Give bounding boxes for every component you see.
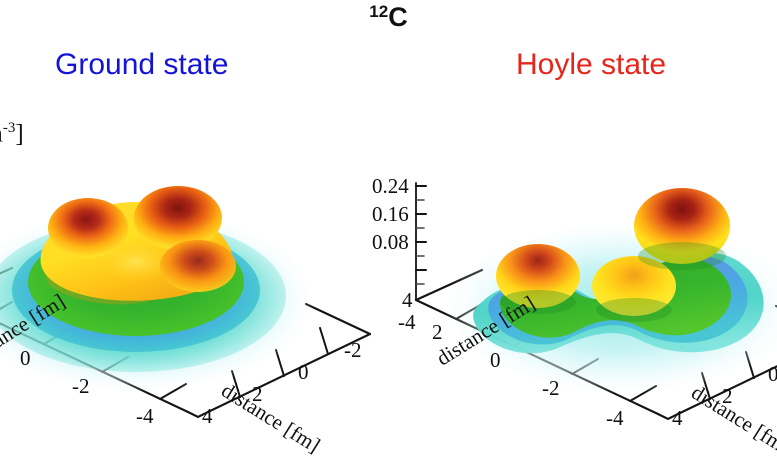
z-tick-024: 0.24 [372, 174, 409, 198]
element-symbol: C [388, 2, 408, 32]
page-title: 12C [0, 2, 777, 33]
ground-right-tick-m2: -2 [344, 338, 362, 362]
hoyle-state-plot: 0.24 0.16 0.08 4 -4 2 0 -2 -4 4 2 0 dist… [372, 150, 777, 459]
density-axis-label-text: y [fm [0, 120, 3, 147]
hoyle-right-tick-2: 2 [722, 384, 733, 408]
hoyle-left-tick-m4a: -4 [398, 310, 416, 334]
ground-state-plot: 2 0 -2 -4 4 2 0 -2 distance [fm] distanc… [0, 150, 410, 457]
hoyle-state-density-surface [444, 188, 777, 394]
hoyle-state-title: Hoyle state [516, 48, 667, 81]
ground-left-tick-m2: -2 [72, 374, 90, 398]
hoyle-z-axis [415, 182, 427, 301]
density-axis-label-tail: ] [15, 120, 24, 148]
density-axis-exponent: -3 [2, 120, 16, 136]
hoyle-left-tick-m4: -4 [606, 406, 624, 430]
hoyle-left-tick-0: 0 [490, 348, 501, 372]
hoyle-left-tick-2: 2 [432, 320, 443, 344]
hoyle-right-tick-4: 4 [672, 406, 683, 430]
z-tick-008: 0.08 [372, 230, 409, 254]
ground-left-tick-0: 0 [20, 346, 31, 370]
hoyle-right-tick-0: 0 [768, 362, 777, 386]
ground-state-title: Ground state [55, 48, 229, 81]
z-base-tick-4: 4 [402, 288, 413, 312]
ground-right-tick-0: 0 [298, 360, 309, 384]
ground-right-tick-4: 4 [202, 404, 213, 428]
ground-left-tick-m4: -4 [136, 404, 154, 428]
hoyle-left-tick-m2: -2 [542, 376, 560, 400]
z-tick-016: 0.16 [372, 202, 409, 226]
mass-number: 12 [369, 2, 389, 21]
ground-right-tick-2: 2 [252, 382, 263, 406]
density-axis-label: y [fm-3] [0, 120, 24, 148]
ground-state-density-surface [0, 186, 316, 392]
